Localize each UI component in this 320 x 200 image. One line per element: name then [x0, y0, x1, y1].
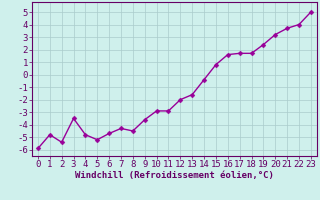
- X-axis label: Windchill (Refroidissement éolien,°C): Windchill (Refroidissement éolien,°C): [75, 171, 274, 180]
